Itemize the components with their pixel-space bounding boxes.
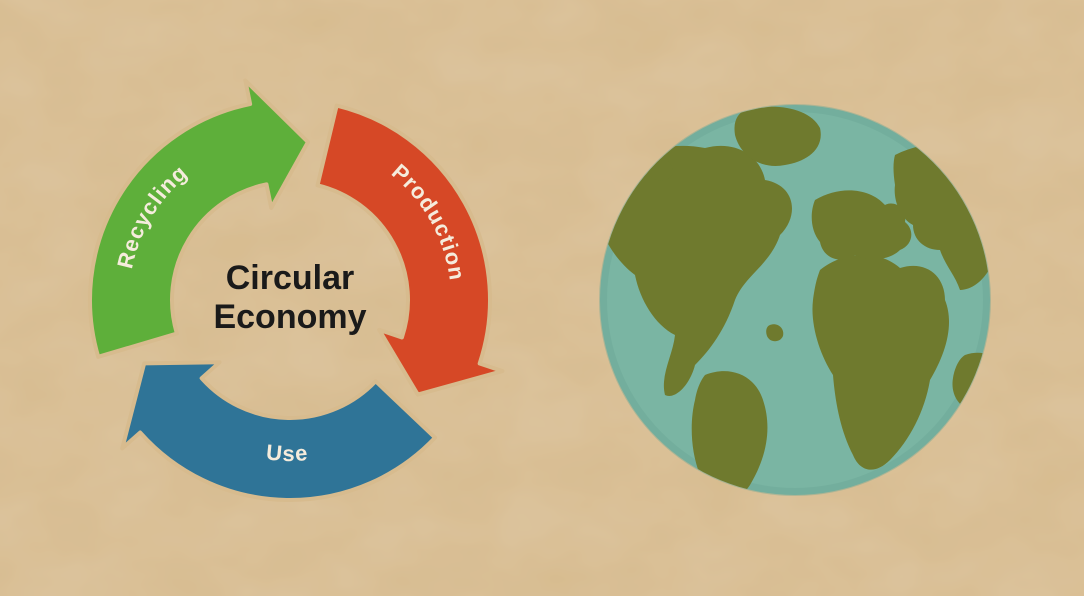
infographic-canvas: ProductionUseRecycling (0, 0, 1084, 596)
cycle-title-line2: Economy (172, 298, 408, 337)
cycle-title-line1: Circular (172, 259, 408, 298)
cycle-label-use: Use (265, 439, 309, 466)
cycle-center-title: Circular Economy (172, 259, 408, 337)
